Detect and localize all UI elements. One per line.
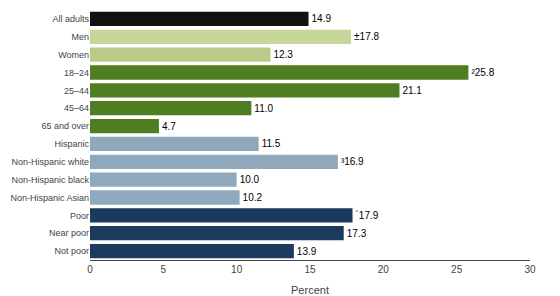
svg-text:²25.8: ²25.8 [471,67,494,78]
svg-text:25: 25 [451,264,463,275]
svg-text:Not poor: Not poor [54,246,89,256]
svg-text:±17.8: ±17.8 [354,31,379,42]
svg-text:Non-Hispanic Asian: Non-Hispanic Asian [10,193,89,203]
svg-text:25–44: 25–44 [64,86,89,96]
svg-text:14.9: 14.9 [312,13,332,24]
svg-text:Poor: Poor [70,211,89,221]
svg-text:10.0: 10.0 [240,174,260,185]
svg-text:10: 10 [231,264,243,275]
svg-text:45–64: 45–64 [64,103,89,113]
svg-text:20: 20 [378,264,390,275]
svg-text:65 and over: 65 and over [41,121,89,131]
svg-text:Near poor: Near poor [49,228,89,238]
svg-text:12.3: 12.3 [273,49,293,60]
svg-text:´17.9: ´17.9 [356,210,379,221]
svg-text:4.7: 4.7 [162,121,176,132]
svg-text:15: 15 [304,264,316,275]
svg-text:Men: Men [71,32,89,42]
svg-text:Non-Hispanic white: Non-Hispanic white [11,157,89,167]
svg-text:5: 5 [161,264,167,275]
svg-text:18–24: 18–24 [64,68,89,78]
svg-text:Non-Hispanic black: Non-Hispanic black [11,175,89,185]
svg-text:30: 30 [524,264,536,275]
svg-text:17.3: 17.3 [347,228,367,239]
svg-text:Hispanic: Hispanic [54,139,89,149]
svg-text:0: 0 [87,264,93,275]
svg-text:11.0: 11.0 [254,103,273,114]
svg-text:13.9: 13.9 [297,246,317,257]
svg-text:Percent: Percent [291,284,329,296]
svg-text:Women: Women [58,50,89,60]
svg-text:11.5: 11.5 [262,138,281,149]
svg-text:21.1: 21.1 [402,85,422,96]
svg-text:³16.9: ³16.9 [341,156,364,167]
svg-text:10.2: 10.2 [243,192,263,203]
svg-text:All adults: All adults [52,14,89,24]
